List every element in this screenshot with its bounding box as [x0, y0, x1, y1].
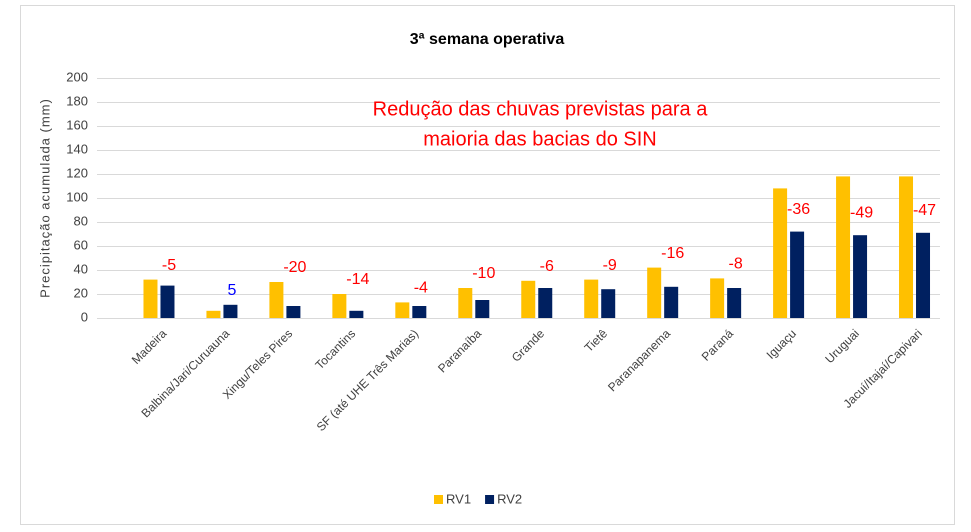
bar: [160, 285, 175, 318]
bar: [332, 294, 347, 318]
difference-label: -20: [283, 259, 306, 276]
bar: [206, 310, 221, 318]
bar: [601, 289, 616, 318]
legend-swatch: [434, 495, 443, 504]
legend-label: RV2: [497, 491, 522, 506]
y-axis-title: Precipitação acumulada (mm): [37, 98, 52, 298]
bar: [899, 176, 914, 318]
bar: [710, 278, 725, 318]
difference-label: -9: [603, 257, 617, 274]
y-tick-label: 80: [74, 213, 88, 228]
chart-title: 3ª semana operativa: [410, 31, 565, 48]
bar: [916, 232, 931, 318]
bar: [412, 306, 427, 318]
bar: [727, 288, 742, 318]
difference-label: -4: [414, 280, 428, 297]
y-tick-label: 140: [66, 141, 88, 156]
legend-label: RV1: [446, 491, 471, 506]
bar: [475, 300, 490, 318]
difference-label: -8: [729, 256, 743, 273]
bar: [584, 279, 599, 318]
bar: [790, 231, 805, 318]
difference-label: 5: [227, 282, 236, 299]
y-tick-label: 200: [66, 69, 88, 84]
bar: [647, 267, 662, 318]
difference-label: -49: [850, 204, 873, 221]
bar: [286, 306, 301, 318]
bar: [143, 279, 158, 318]
bar: [853, 235, 868, 318]
difference-label: -36: [787, 201, 810, 218]
y-tick-label: 100: [66, 189, 88, 204]
annotation: maioria das bacias do SIN: [423, 128, 656, 150]
legend-swatch: [485, 495, 495, 504]
difference-label: -14: [346, 271, 369, 288]
y-tick-label: 60: [74, 237, 88, 252]
bar: [349, 310, 364, 318]
y-tick-label: 180: [66, 93, 88, 108]
bar: [223, 304, 238, 318]
bar: [458, 288, 473, 318]
y-tick-label: 120: [66, 165, 88, 180]
y-tick-label: 160: [66, 117, 88, 132]
bar: [395, 302, 410, 318]
difference-label: -47: [913, 202, 936, 219]
annotation: Redução das chuvas previstas para a: [373, 98, 709, 120]
y-tick-label: 20: [74, 285, 88, 300]
difference-label: -5: [162, 257, 176, 274]
bar: [538, 288, 553, 318]
difference-label: -6: [540, 258, 554, 275]
difference-label: -10: [472, 265, 495, 282]
difference-label: -16: [661, 245, 684, 262]
bar: [773, 188, 788, 318]
y-tick-label: 0: [81, 309, 88, 324]
bar: [269, 282, 284, 318]
bar: [836, 176, 851, 318]
bar: [664, 286, 679, 318]
bar: [521, 280, 536, 318]
y-tick-label: 40: [74, 261, 88, 276]
